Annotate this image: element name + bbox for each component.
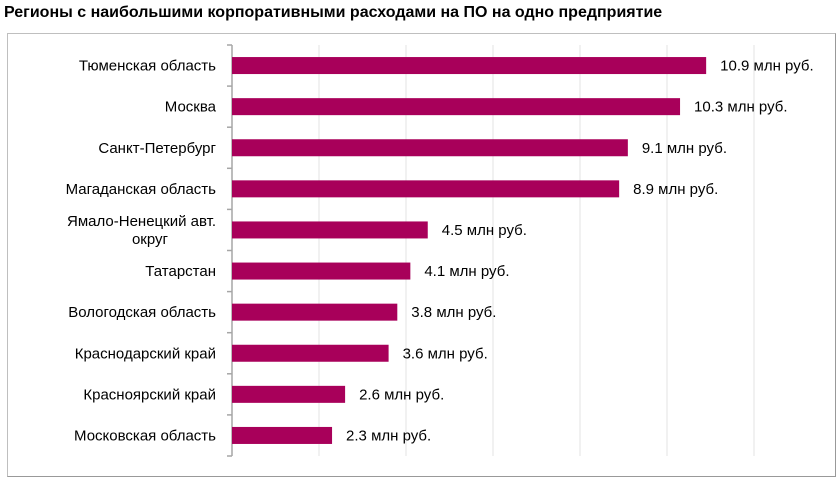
- category-label: Татарстан: [145, 263, 216, 280]
- bar: [232, 344, 389, 362]
- data-label: 2.3 млн руб.: [346, 427, 431, 444]
- data-label: 3.8 млн руб.: [411, 304, 496, 321]
- bar: [232, 262, 411, 280]
- category-label: Красноярский край: [83, 386, 216, 403]
- bar: [232, 221, 428, 239]
- chart-title: Регионы с наибольшими корпоративными рас…: [4, 4, 663, 21]
- category-label: Тюменская область: [79, 58, 216, 75]
- data-label: 8.9 млн руб.: [633, 181, 718, 198]
- bar: [232, 139, 628, 157]
- data-label: 9.1 млн руб.: [642, 140, 727, 157]
- data-label: 2.6 млн руб.: [359, 386, 444, 403]
- category-label: Магаданская область: [66, 181, 217, 198]
- chart-frame: [7, 33, 836, 477]
- bar: [232, 57, 707, 75]
- category-label: Москва: [165, 99, 217, 116]
- data-label: 4.1 млн руб.: [424, 263, 509, 280]
- bar: [232, 385, 346, 403]
- category-label: Санкт-Петербург: [98, 140, 216, 157]
- bar: [232, 426, 333, 444]
- category-label: Вологодская область: [68, 304, 216, 321]
- category-label: Московская область: [74, 427, 216, 444]
- bar: [232, 303, 398, 321]
- data-label: 10.9 млн руб.: [720, 58, 813, 75]
- bar: [232, 98, 681, 116]
- bar: [232, 180, 620, 198]
- category-label: Ямало-Ненецкий авт. округ: [67, 213, 216, 248]
- category-label: Краснодарский край: [75, 345, 216, 362]
- data-label: 3.6 млн руб.: [403, 345, 488, 362]
- data-label: 10.3 млн руб.: [694, 99, 787, 116]
- data-label: 4.5 млн руб.: [442, 222, 527, 239]
